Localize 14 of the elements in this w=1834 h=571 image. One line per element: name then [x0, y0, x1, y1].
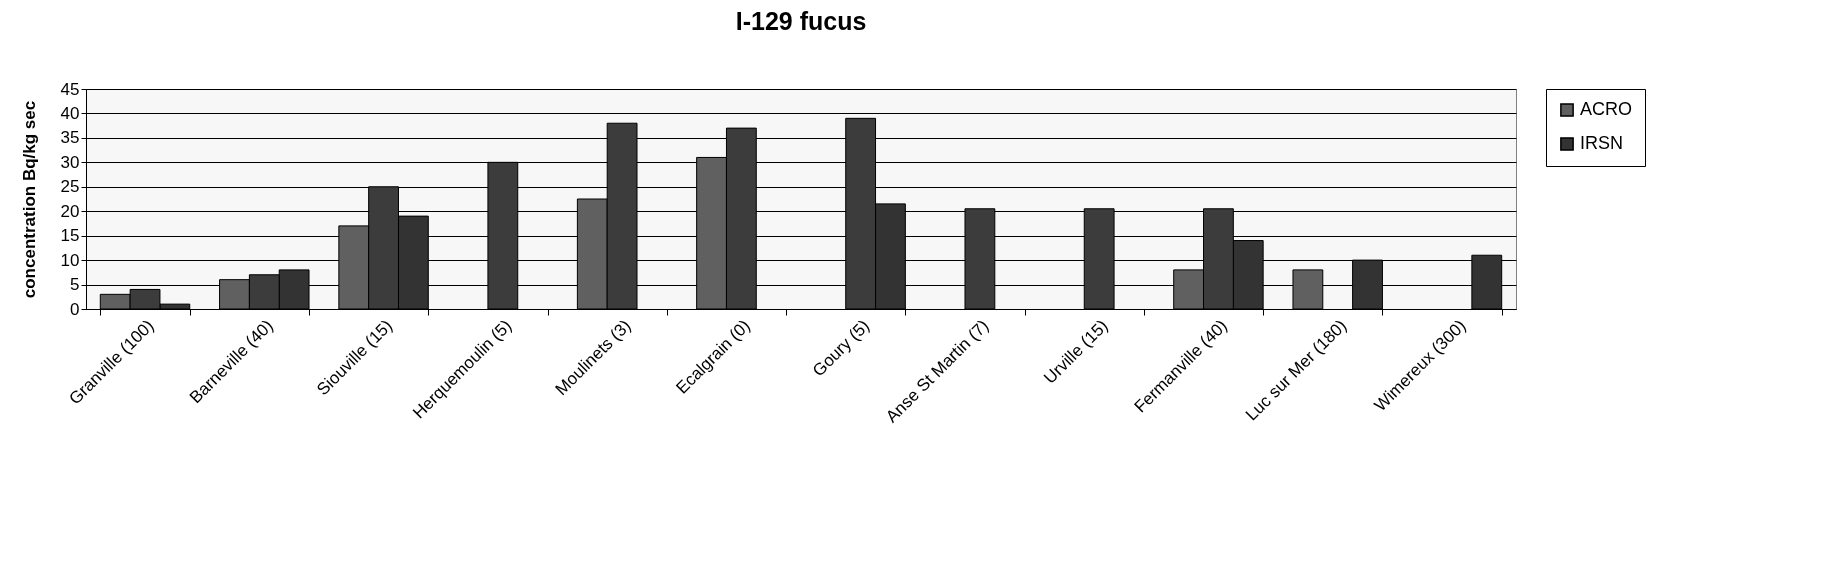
y-tick-label: 0 — [70, 299, 80, 319]
y-tick-label: 35 — [60, 128, 80, 148]
y-tick-label: 45 — [60, 79, 80, 99]
y-tick-label: 15 — [60, 226, 80, 246]
legend-label: ACRO — [1580, 99, 1633, 119]
y-tick-label: 20 — [60, 201, 80, 221]
y-tick-label: 40 — [60, 103, 80, 123]
y-tick-label: 10 — [60, 250, 80, 270]
y-tick-label: 30 — [60, 152, 80, 172]
y-tick-label: 5 — [70, 275, 80, 295]
y-tick-label: 25 — [60, 177, 80, 197]
chart-title: I-129 fucus — [735, 7, 867, 35]
y-axis-title: concentration Bq/kg sec — [19, 100, 39, 299]
legend-label: IRSN — [1580, 133, 1624, 153]
